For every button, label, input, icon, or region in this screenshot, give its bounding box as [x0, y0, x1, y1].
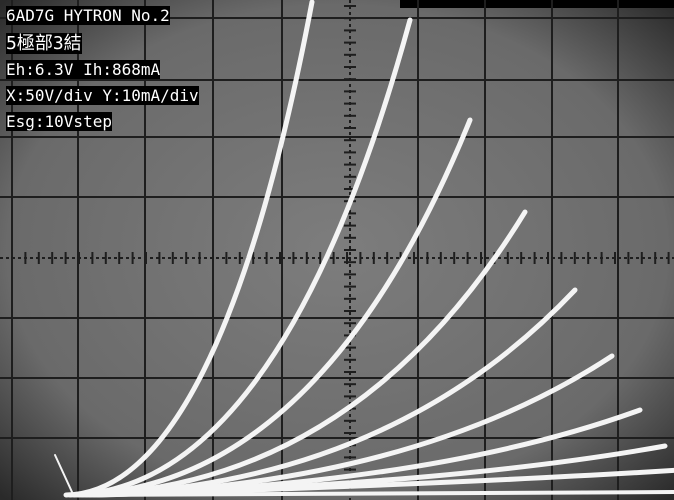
scope-screenshot: 6AD7G HYTRON No.2 5極部3結 Eh:6.3V Ih:868mA…: [0, 0, 674, 500]
overlay-line: 6AD7G HYTRON No.2: [6, 6, 170, 25]
top-bar: [400, 0, 674, 8]
overlay-text: X:50V/div Y:10mA/div: [4, 86, 203, 106]
overlay-text: 5極部3結: [4, 34, 86, 54]
overlay-line: Eh:6.3V Ih:868mA: [6, 60, 160, 79]
overlay-line: Esg:10Vstep: [6, 112, 112, 131]
overlay-text: Esg:10Vstep: [4, 112, 116, 132]
overlay-text: 6AD7G HYTRON No.2: [4, 6, 174, 26]
overlay-text: Eh:6.3V Ih:868mA: [4, 60, 164, 80]
overlay-line: 5極部3結: [6, 33, 82, 54]
overlay-line: X:50V/div Y:10mA/div: [6, 86, 199, 105]
